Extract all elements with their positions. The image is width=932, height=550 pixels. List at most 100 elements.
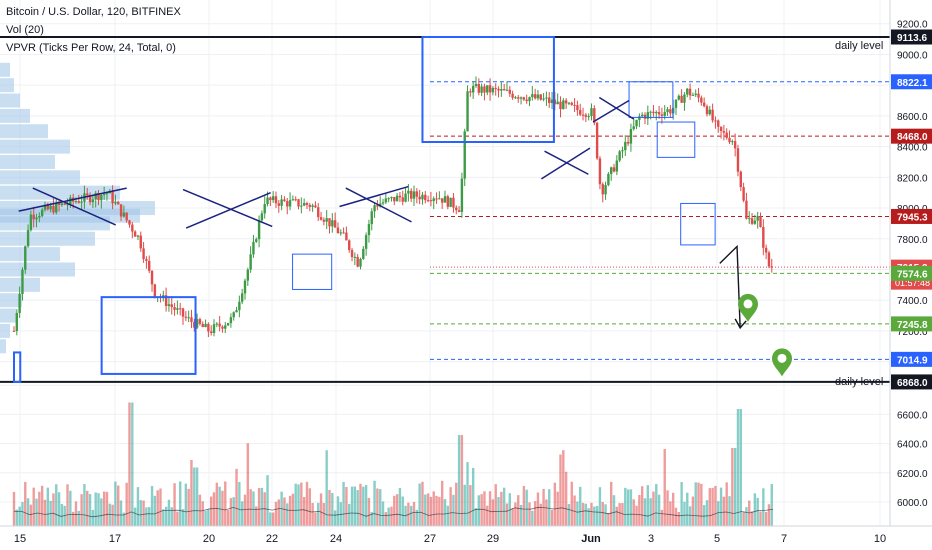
volume-bar <box>494 484 497 526</box>
candle-body <box>77 201 80 203</box>
volume-bar <box>438 496 441 526</box>
volume-bar <box>536 492 540 526</box>
candle-body <box>131 224 134 232</box>
volume-bar <box>193 467 196 526</box>
candle-body <box>401 197 404 202</box>
candle-body <box>376 205 379 207</box>
volume-bar <box>43 499 47 526</box>
volume-bar <box>131 402 134 526</box>
volume-bar <box>731 448 734 526</box>
candle-body <box>387 198 390 200</box>
profile-row <box>0 170 80 185</box>
candle-body <box>88 195 92 203</box>
price-level-label: 7574.6 <box>897 269 928 280</box>
candle-body <box>148 260 151 271</box>
vpvr-indicator-label[interactable]: VPVR (Ticks Per Row, 24, Total, 0) <box>6 42 176 54</box>
annotation-box <box>628 81 674 118</box>
candle-body <box>342 232 345 234</box>
candle-body <box>477 84 481 93</box>
candle-body <box>356 256 359 267</box>
candle-body <box>426 200 430 202</box>
volume-bar <box>260 487 264 526</box>
volume-bar <box>750 511 754 526</box>
vol-indicator-label[interactable]: Vol (20) <box>6 24 44 36</box>
candle-body <box>652 111 655 114</box>
volume-bar <box>669 501 672 526</box>
candle-body <box>24 246 27 270</box>
candle-body <box>590 108 593 117</box>
candle-body <box>455 207 458 211</box>
volume-bar <box>621 503 624 526</box>
volume-bar <box>122 512 126 526</box>
volume-bar <box>762 488 765 526</box>
candle-body <box>474 84 478 86</box>
candle-body <box>663 112 666 116</box>
price-tick-label: 6200.0 <box>897 469 928 480</box>
candle-body <box>55 202 58 213</box>
volume-bar <box>457 435 461 526</box>
volume-bar <box>548 489 551 526</box>
time-tick-label: 27 <box>424 533 436 545</box>
candle-body <box>550 99 554 104</box>
profile-row <box>0 216 110 231</box>
volume-bar <box>145 507 148 526</box>
volume-bar <box>302 497 306 526</box>
volume-bar <box>564 471 568 526</box>
volume-bar <box>362 486 365 526</box>
candle-body <box>280 199 283 206</box>
candle-body <box>463 131 466 179</box>
candle-body <box>601 184 604 195</box>
profile-row <box>0 262 75 277</box>
candle-body <box>184 316 188 318</box>
profile-row <box>0 247 60 262</box>
candle-body <box>728 137 731 143</box>
volume-bar <box>367 498 371 526</box>
price-level-label: 7945.3 <box>897 212 928 223</box>
volume-bar <box>105 491 109 526</box>
candle-body <box>733 141 737 149</box>
candle-body <box>209 331 213 333</box>
volume-bar <box>717 501 720 526</box>
volume-bar <box>460 435 464 526</box>
price-level-badge <box>891 29 932 45</box>
volume-bar <box>683 501 686 526</box>
volume-bar <box>663 448 666 526</box>
price-tick-label: 6400.0 <box>897 440 928 451</box>
volume-bar <box>395 494 399 526</box>
volume-bar <box>570 481 573 526</box>
price-tick-label: 7400.0 <box>897 296 928 307</box>
volume-bar <box>139 500 142 526</box>
candle-body <box>739 171 742 188</box>
candle-body <box>240 293 244 302</box>
candle-body <box>294 199 297 201</box>
volume-bar <box>522 486 526 526</box>
time-tick-label: 17 <box>109 533 121 545</box>
candle-body <box>398 195 402 198</box>
price-level-label: 7014.9 <box>897 355 928 366</box>
price-tick-label: 6600.0 <box>897 410 928 421</box>
candle-body <box>80 201 83 203</box>
candle-body <box>640 114 644 117</box>
volume-bar <box>736 409 740 526</box>
candle-body <box>66 204 69 206</box>
candle-body <box>559 101 562 110</box>
candle-body <box>38 215 41 218</box>
annotation-box <box>292 253 333 290</box>
volume-bar <box>610 481 613 526</box>
candle-body <box>63 203 66 205</box>
volume-bar <box>229 498 233 526</box>
volume-bar <box>671 492 675 526</box>
volume-bar <box>686 492 689 526</box>
volume-bar <box>719 487 723 526</box>
volume-bar <box>666 490 669 526</box>
candle-body <box>486 85 489 93</box>
volume-bar <box>345 486 348 526</box>
volume-bar <box>593 506 596 526</box>
candle-body <box>26 230 30 247</box>
candle-body <box>686 88 689 95</box>
candle-body <box>570 102 573 105</box>
volume-bar <box>753 493 757 526</box>
volume-bar <box>114 481 117 526</box>
candle-body <box>35 217 38 220</box>
